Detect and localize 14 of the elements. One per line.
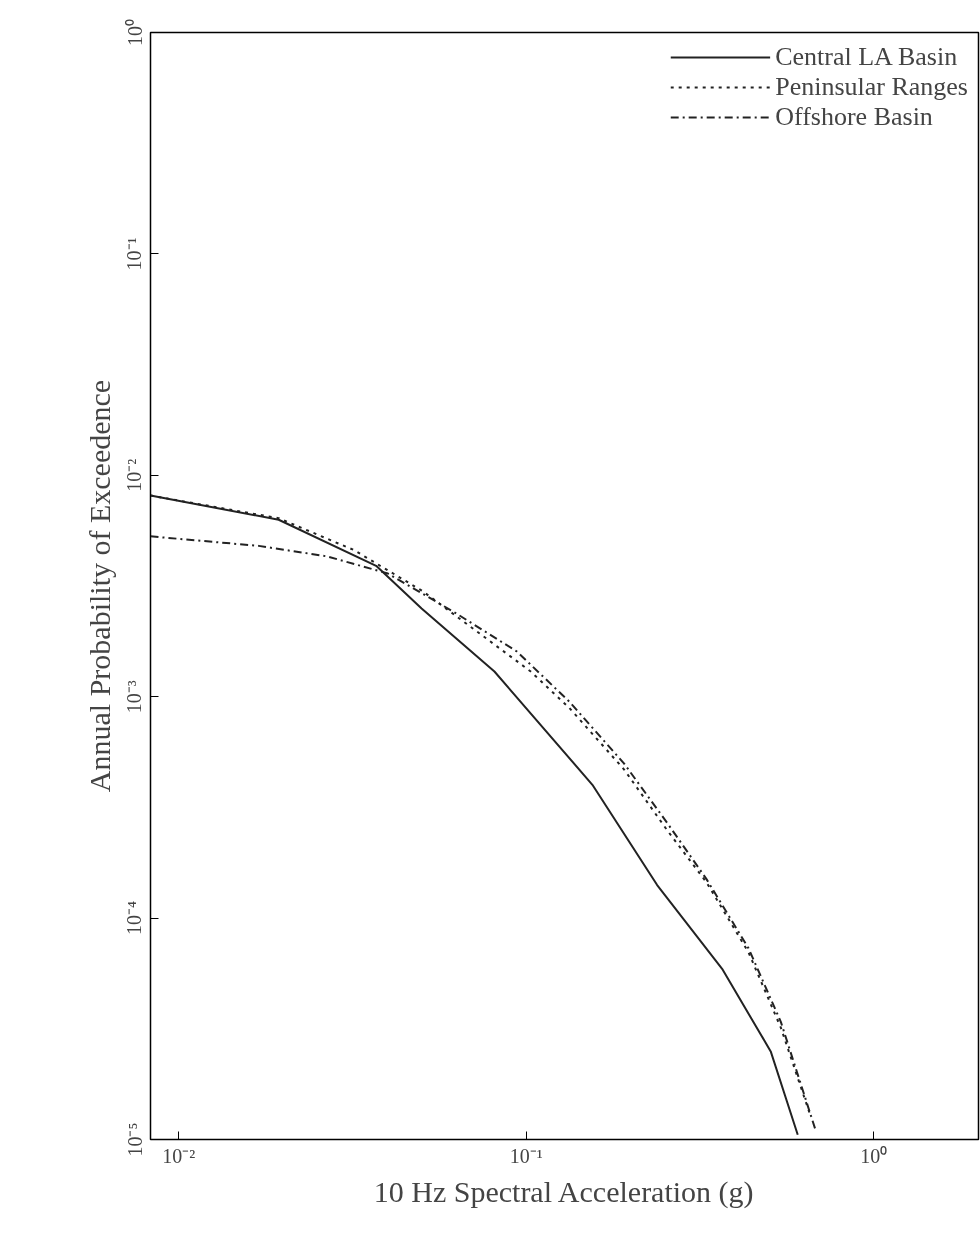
y-tick-label: 10⁻⁵	[123, 1122, 146, 1157]
y-tick-label: 10⁻⁴	[123, 901, 146, 936]
y-tick-label: 10⁻²	[123, 458, 146, 492]
y-tick-label: 10⁰	[123, 19, 146, 46]
legend-label: Offshore Basin	[775, 102, 933, 132]
x-axis-title: 10 Hz Spectral Acceleration (g)	[373, 1174, 754, 1209]
y-tick-label: 10⁻³	[123, 680, 146, 714]
y-axis-title: Annual Probability of Exceedence	[82, 379, 116, 793]
x-tick-label: 10⁻²	[162, 1144, 196, 1167]
legend-label: Peninsular Ranges	[775, 72, 968, 102]
x-tick-label: 10⁰	[860, 1144, 888, 1167]
x-tick-label: 10⁻¹	[509, 1144, 543, 1167]
y-tick-label: 10⁻¹	[123, 237, 146, 271]
legend-label: Central LA Basin	[775, 42, 958, 72]
